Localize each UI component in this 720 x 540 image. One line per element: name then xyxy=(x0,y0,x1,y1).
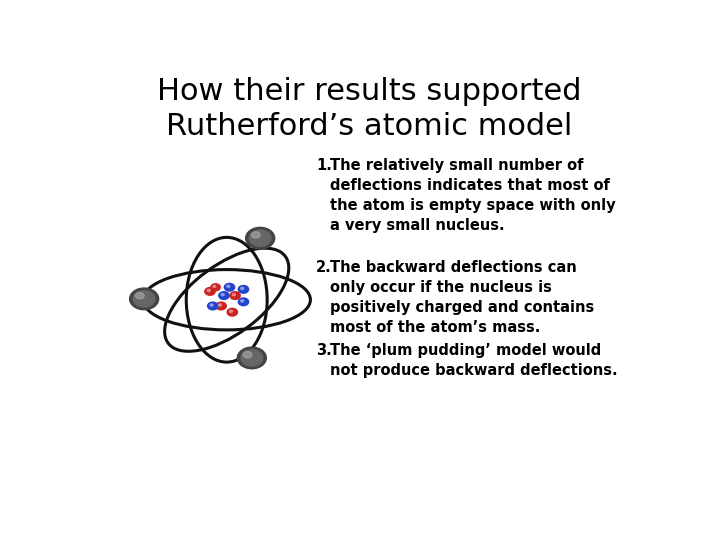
Circle shape xyxy=(238,347,266,369)
Circle shape xyxy=(230,310,233,313)
Circle shape xyxy=(133,291,155,307)
Circle shape xyxy=(233,293,235,296)
Text: The ‘plum pudding’ model would
not produce backward deflections.: The ‘plum pudding’ model would not produ… xyxy=(330,343,618,378)
Circle shape xyxy=(240,300,244,302)
Text: 2.: 2. xyxy=(316,260,332,275)
Circle shape xyxy=(207,302,218,310)
Circle shape xyxy=(211,284,220,291)
Circle shape xyxy=(218,304,222,306)
Text: 1.: 1. xyxy=(316,158,332,173)
Circle shape xyxy=(130,288,158,310)
Circle shape xyxy=(204,288,215,295)
Circle shape xyxy=(210,304,213,306)
Text: The relatively small number of
deflections indicates that most of
the atom is em: The relatively small number of deflectio… xyxy=(330,158,616,233)
Text: How their results supported
Rutherford’s atomic model: How their results supported Rutherford’s… xyxy=(157,77,581,141)
Circle shape xyxy=(225,284,235,291)
Circle shape xyxy=(240,287,244,289)
Circle shape xyxy=(213,285,216,287)
Circle shape xyxy=(238,286,248,293)
Circle shape xyxy=(216,302,226,310)
Circle shape xyxy=(135,292,144,299)
Circle shape xyxy=(219,292,229,299)
Circle shape xyxy=(249,230,271,246)
Circle shape xyxy=(221,293,225,296)
Circle shape xyxy=(238,298,248,306)
Circle shape xyxy=(227,285,230,287)
Circle shape xyxy=(251,232,260,238)
Circle shape xyxy=(241,350,263,366)
Circle shape xyxy=(246,227,275,249)
Text: The backward deflections can
only occur if the nucleus is
positively charged and: The backward deflections can only occur … xyxy=(330,260,594,335)
Circle shape xyxy=(227,308,238,316)
Circle shape xyxy=(230,292,240,299)
Circle shape xyxy=(243,352,252,358)
Text: 3.: 3. xyxy=(316,343,332,359)
Circle shape xyxy=(207,289,210,292)
